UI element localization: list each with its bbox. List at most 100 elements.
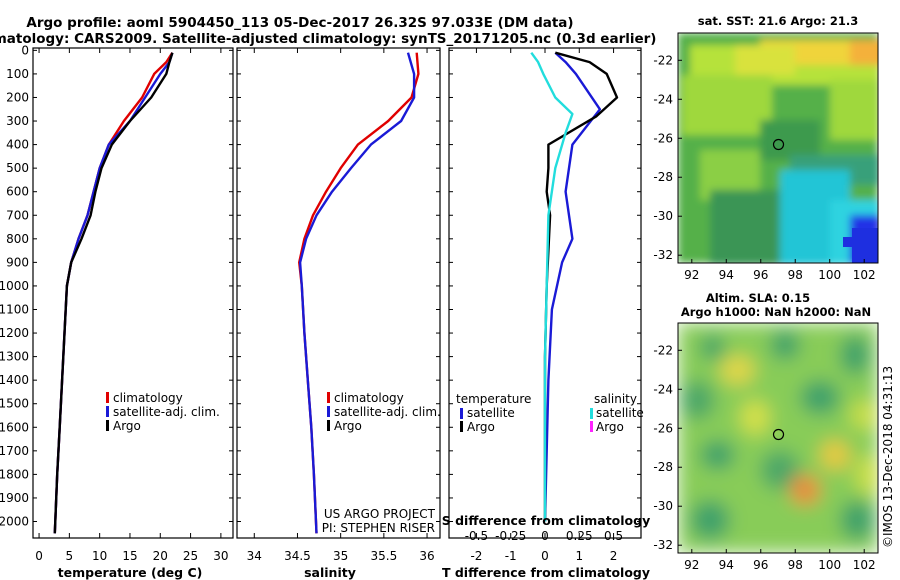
map-y-tick-label: -32 xyxy=(653,538,673,552)
salinity-x-ticks: 34 34.5 35 35.5 36 xyxy=(247,48,435,563)
legend-temp-argo-label: Argo xyxy=(467,420,495,434)
map-y-tick-label: -28 xyxy=(653,460,673,474)
sst-field xyxy=(678,33,878,263)
depth-tick-label: 1000 xyxy=(0,279,29,293)
watermark-project: US ARGO PROJECT xyxy=(324,507,436,521)
temperature-series xyxy=(53,52,174,534)
sla-color-field xyxy=(678,323,878,553)
float-position-marker xyxy=(772,428,785,441)
altimetry-map: Altim. SLA: 0.15 Argo h1000: NaN h2000: … xyxy=(653,291,879,572)
x-tick-label: 5 xyxy=(66,549,74,563)
difference-salinity-ticks: -0.5 -0.25 0 0.25 0.5 xyxy=(465,529,623,543)
map-y-tick-label: -22 xyxy=(653,53,673,67)
depth-tick-label: 1600 xyxy=(0,420,29,434)
legend-sal-satellite-label: satellite xyxy=(596,406,644,420)
depth-tick-label: 300 xyxy=(6,114,29,128)
x-tick-label: 10 xyxy=(92,549,107,563)
imos-credit: ©IMOS 13-Dec-2018 04:31:13 xyxy=(881,366,895,548)
sst-color-patch xyxy=(760,120,820,160)
sla-color-patch xyxy=(770,330,800,360)
map-x-tick-label: 94 xyxy=(719,558,734,572)
map-x-tick-label: 102 xyxy=(853,558,876,572)
temperature-panel: 0 5 10 15 20 25 30 temperature (deg C) climato… xyxy=(32,47,234,580)
map-x-tick-label: 98 xyxy=(788,558,803,572)
series-line-satellite-adj-clim- xyxy=(298,52,416,534)
x-tick-label: 25 xyxy=(183,549,198,563)
sla-color-patch xyxy=(850,400,878,430)
sst-color-field xyxy=(678,33,878,263)
map-x-tick-label: 100 xyxy=(818,268,841,282)
series-line-climatology xyxy=(53,52,174,534)
map-x-tick-label: 102 xyxy=(853,268,876,282)
legend-swatch-satellite xyxy=(327,406,330,417)
depth-tick-label: 1200 xyxy=(0,326,29,340)
series-line-salinity-satellite xyxy=(530,51,574,522)
sla-color-patch xyxy=(820,440,850,470)
map-y-tick-label: -24 xyxy=(653,92,673,106)
altimetry-map-frame xyxy=(677,322,879,554)
legend-swatch-satellite xyxy=(106,406,109,417)
depth-tick-label: 700 xyxy=(6,208,29,222)
figure-title-line2: Climatology: CARS2009. Satellite-adjuste… xyxy=(0,31,656,47)
depth-tick-label: 2000 xyxy=(0,515,29,529)
salinity-difference-label: S difference from climatology xyxy=(442,513,651,528)
depth-tick-label: 400 xyxy=(6,138,29,152)
sla-color-patch xyxy=(855,455,878,495)
map-y-tick-label: -32 xyxy=(653,248,673,262)
map-x-tick-label: 92 xyxy=(684,558,699,572)
salinity-diff-tick-label: 0.5 xyxy=(604,529,623,543)
salinity-x-label: salinity xyxy=(304,565,356,580)
sla-color-patch xyxy=(700,335,725,360)
map-x-tick-label: 100 xyxy=(818,558,841,572)
depth-axis: 0 100 200 300 400 500 600 700 800 900 1000 1100 1200… xyxy=(0,43,641,529)
depth-tick-label: 1800 xyxy=(0,467,29,481)
legend-argo-label: Argo xyxy=(334,419,362,433)
map-y-tick-label: -26 xyxy=(653,421,673,435)
depth-tick-label: 1700 xyxy=(0,444,29,458)
x-tick-label: -2 xyxy=(470,549,482,563)
difference-legend: temperature salinity satellite Argo sate… xyxy=(456,392,644,434)
x-tick-label: 0 xyxy=(541,549,549,563)
sla-color-patch xyxy=(680,380,715,420)
temperature-difference-label: T difference from climatology xyxy=(442,565,650,580)
legend-climatology-label: climatology xyxy=(113,391,183,405)
legend-swatch-argo xyxy=(106,420,109,431)
depth-tick-label: 800 xyxy=(6,232,29,246)
legend-temperature-title: temperature xyxy=(456,392,531,406)
sla-color-patch xyxy=(740,400,770,435)
difference-x-ticks: -2 -1 0 1 2 xyxy=(470,48,617,563)
sst-map-title: sat. SST: 21.6 Argo: 21.3 xyxy=(698,14,858,28)
legend-argo-label: Argo xyxy=(113,419,141,433)
sst-features xyxy=(843,228,878,263)
depth-tick-label: 0 xyxy=(21,43,29,57)
x-tick-label: 15 xyxy=(122,549,137,563)
sla-color-patch xyxy=(690,500,730,540)
x-tick-label: 35 xyxy=(333,549,348,563)
depth-tick-label: 1400 xyxy=(0,373,29,387)
legend-swatch-climatology xyxy=(106,392,109,403)
x-tick-label: 34.5 xyxy=(284,549,311,563)
legend-swatch-sal-satellite xyxy=(590,408,593,419)
map-y-tick-label: -24 xyxy=(653,382,673,396)
x-tick-label: 36 xyxy=(419,549,434,563)
salinity-diff-tick-label: 0 xyxy=(541,529,549,543)
series-line-satellite-adj-clim- xyxy=(53,52,174,534)
sst-color-patch xyxy=(850,40,878,65)
depth-tick-label: 200 xyxy=(6,90,29,104)
salinity-diff-tick-label: -0.25 xyxy=(495,529,526,543)
salinity-panel: 34 34.5 35 35.5 36 salinity climatology sate… xyxy=(236,47,441,580)
depth-tick-label: 900 xyxy=(6,255,29,269)
temperature-x-ticks: 0 5 10 15 20 25 30 xyxy=(35,48,229,563)
altimetry-map-title: Altim. SLA: 0.15 xyxy=(706,291,810,305)
sst-cold-patch xyxy=(852,228,878,263)
altimetry-map-subtitle: Argo h1000: NaN h2000: NaN xyxy=(681,305,871,319)
altimetry-map-ticks: 92 94 96 98 100 102 -22 -24 -26 -28 -30 -32 xyxy=(653,343,875,572)
legend-satellite-label: satellite-adj. clim. xyxy=(113,405,220,419)
sst-color-patch xyxy=(682,75,772,135)
sla-color-patch xyxy=(840,335,870,375)
map-y-tick-label: -22 xyxy=(653,343,673,357)
temperature-x-label: temperature (deg C) xyxy=(58,565,203,580)
x-tick-label: 20 xyxy=(153,549,168,563)
temperature-plot-frame xyxy=(32,47,234,539)
